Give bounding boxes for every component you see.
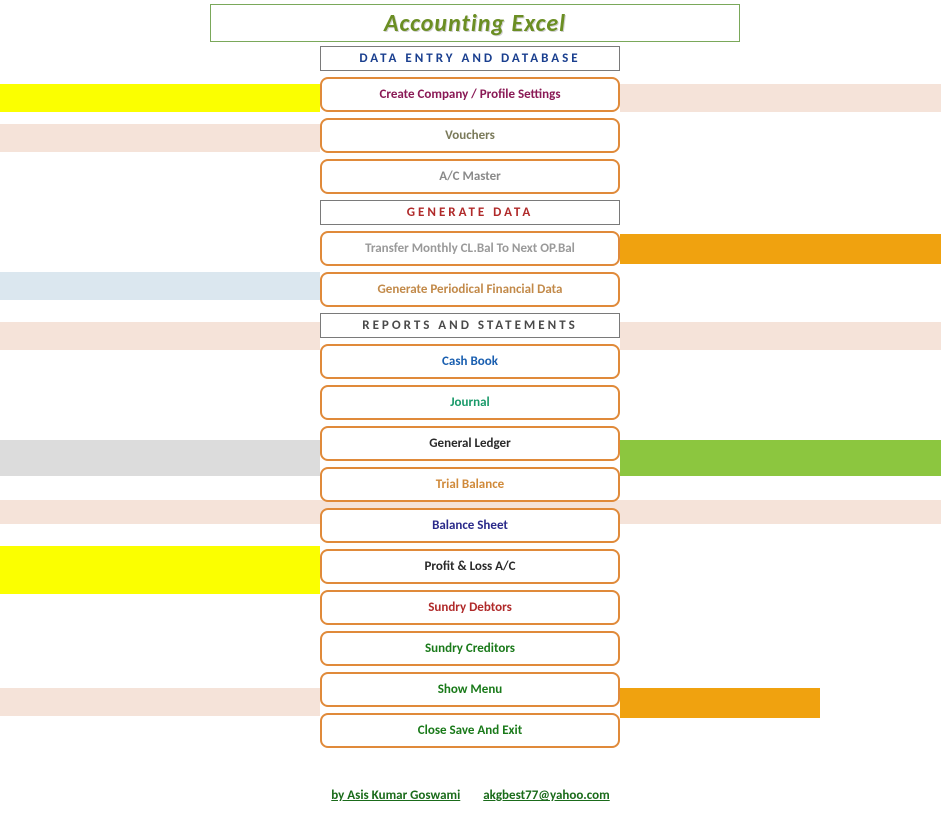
- menu-button[interactable]: General Ledger: [320, 426, 620, 461]
- menu-button[interactable]: Balance Sheet: [320, 508, 620, 543]
- menu-button[interactable]: Profit & Loss A/C: [320, 549, 620, 584]
- background-stripe: [620, 322, 941, 350]
- app-title-box: Accounting Excel: [210, 4, 740, 42]
- app-title: Accounting Excel: [384, 9, 566, 38]
- footer-author-link[interactable]: by Asis Kumar Goswami: [331, 788, 460, 803]
- menu-button[interactable]: Show Menu: [320, 672, 620, 707]
- section-header: DATA ENTRY AND DATABASE: [320, 46, 620, 71]
- background-stripe: [0, 688, 320, 716]
- background-stripe: [620, 440, 941, 476]
- background-stripe: [0, 124, 320, 152]
- menu-button[interactable]: Sundry Debtors: [320, 590, 620, 625]
- footer: by Asis Kumar Goswami akgbest77@yahoo.co…: [0, 788, 941, 803]
- background-stripe: [0, 440, 320, 476]
- background-stripe: [0, 84, 320, 112]
- background-stripe: [620, 688, 820, 718]
- background-stripe: [0, 272, 320, 300]
- menu-button[interactable]: Trial Balance: [320, 467, 620, 502]
- menu-button[interactable]: Close Save And Exit: [320, 713, 620, 748]
- menu-button[interactable]: Transfer Monthly CL.Bal To Next OP.Bal: [320, 231, 620, 266]
- background-stripe: [0, 546, 320, 594]
- background-stripe: [620, 84, 941, 112]
- menu-button[interactable]: Generate Periodical Financial Data: [320, 272, 620, 307]
- section-header: REPORTS AND STATEMENTS: [320, 313, 620, 338]
- menu-button[interactable]: A/C Master: [320, 159, 620, 194]
- main-menu: DATA ENTRY AND DATABASE Create Company / …: [320, 46, 620, 754]
- menu-button[interactable]: Sundry Creditors: [320, 631, 620, 666]
- background-stripe: [620, 234, 941, 264]
- background-stripe: [0, 322, 320, 350]
- menu-button[interactable]: Cash Book: [320, 344, 620, 379]
- footer-email-link[interactable]: akgbest77@yahoo.com: [483, 788, 610, 803]
- menu-button[interactable]: Create Company / Profile Settings: [320, 77, 620, 112]
- menu-button[interactable]: Vouchers: [320, 118, 620, 153]
- section-header: GENERATE DATA: [320, 200, 620, 225]
- menu-button[interactable]: Journal: [320, 385, 620, 420]
